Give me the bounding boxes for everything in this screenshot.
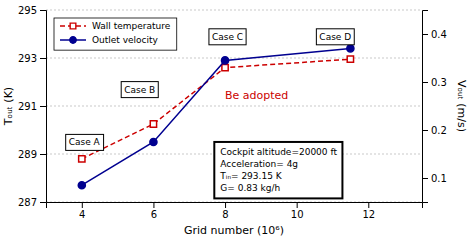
tick: 287 [18,197,46,208]
annotation-text: Case D [319,32,351,42]
y-axis-title: Tₒᵤₜ (K) [2,87,15,126]
annotation-line: Tᵢₙ= 293.15 K [219,171,282,181]
y2-axis-title: Vₒᵤₜ (m/s) [455,80,468,132]
tick-mark [82,202,83,208]
tick: 0.3 [422,77,447,88]
annotation: Cockpit altitude=20000 ft Acceleration= 4… [214,142,342,198]
annotation-text: Be adopted [225,89,288,102]
tick-mark [422,82,428,83]
tick-mark [40,106,46,107]
x-axis-title: Grid number (10⁶) [184,224,284,237]
tick-label: 12 [362,209,375,220]
legend-label: Wall temperature [92,21,171,31]
annotation-text: Cockpit altitude=20000 ft Acceleration= 4… [219,147,337,193]
grid [46,10,422,202]
tick-mark [40,10,46,11]
tick-mark [40,58,46,59]
annotation-box [316,29,354,45]
annotation-line: Cockpit altitude=20000 ft [220,147,337,157]
marker [222,64,228,70]
y2-axis: 0.1 0.2 0.3 0.4 [422,11,447,203]
tick-label: 0.1 [431,173,447,184]
annotation-text: Case B [124,85,155,95]
plot-area: 4 6 8 10 12 287 289 291 293 295 0.1 0.2 0.3 0.4 Grid n… [2,5,468,237]
x-axis-line [47,203,423,209]
legend-items: Wall temperature Outlet velocity [60,21,171,45]
annotation: Be adopted [225,89,288,102]
tick: 295 [18,5,46,16]
tick: 291 [18,101,46,112]
tick-mark [40,202,46,203]
annotation-box [209,29,246,45]
tick: 0.1 [422,173,447,184]
annotations: Case A Case B Case C Case D Be adopted Cockpi… [66,29,355,199]
tick: 4 [79,202,85,220]
tick: 8 [222,202,228,220]
tick: 293 [18,53,46,64]
annotation-box [66,134,104,150]
tick: 6 [151,202,157,220]
y-axis-line [40,11,47,203]
tick: 0.4 [422,29,447,40]
tick-mark [225,202,226,208]
tick-mark [40,154,46,155]
tick: 12 [362,202,375,220]
tick-label: 0.2 [431,125,447,136]
marker [150,138,157,145]
marker [347,45,354,52]
tick-label: 289 [18,149,37,160]
annotation-text: Case C [212,32,243,42]
annotation: Case D [316,29,354,45]
tick-label: 291 [18,101,37,112]
annotation: Case B [121,82,158,98]
marker [79,156,85,162]
y-axis: 287 289 291 293 295 [18,5,47,208]
tick-label: 0.4 [431,29,447,40]
tick-label: 0.3 [431,77,447,88]
marker [347,56,353,62]
tick-mark [368,202,369,208]
tick-mark [153,202,154,208]
annotation-text: Case A [69,137,101,147]
legend-marker [70,23,76,29]
marker [78,182,85,189]
tick-label: 6 [151,209,157,220]
tick-mark [422,130,428,131]
tick-label: 293 [18,53,37,64]
legend-label: Outlet velocity [92,35,159,45]
tick: 0.2 [422,125,447,136]
tick-label: 287 [18,197,37,208]
annotation-box [121,82,158,98]
tick: 289 [18,149,46,160]
legend: Wall temperature Outlet velocity [54,18,177,50]
grid-line [46,10,422,11]
annotation-line: G= 0.83 kg/h [220,183,280,193]
tick-label: 295 [18,5,37,16]
tick-mark [297,202,298,208]
tick-label: 10 [291,209,304,220]
x-axis: 4 6 8 10 12 [47,202,423,220]
y2-axis-line [423,11,429,203]
tick-mark [422,178,428,179]
grid-line [46,58,422,59]
tick-label: 8 [222,209,228,220]
marker [150,121,156,127]
marker [221,57,228,64]
legend-marker [70,37,76,43]
annotation: Case C [209,29,246,45]
legend-box [54,18,177,50]
chart: 4 6 8 10 12 287 289 291 293 295 0.1 0.2 0.3 0.4 Grid n… [0,0,474,240]
tick-mark [422,34,428,35]
legend-item: Wall temperature [60,21,171,31]
tick: 10 [291,202,304,220]
legend-item: Outlet velocity [60,35,159,45]
annotation: Case A [66,134,104,150]
tick-label: 4 [79,209,85,220]
annotation-line: Acceleration= 4g [220,159,298,169]
grid-line [46,106,422,107]
annotation-box [214,142,342,198]
